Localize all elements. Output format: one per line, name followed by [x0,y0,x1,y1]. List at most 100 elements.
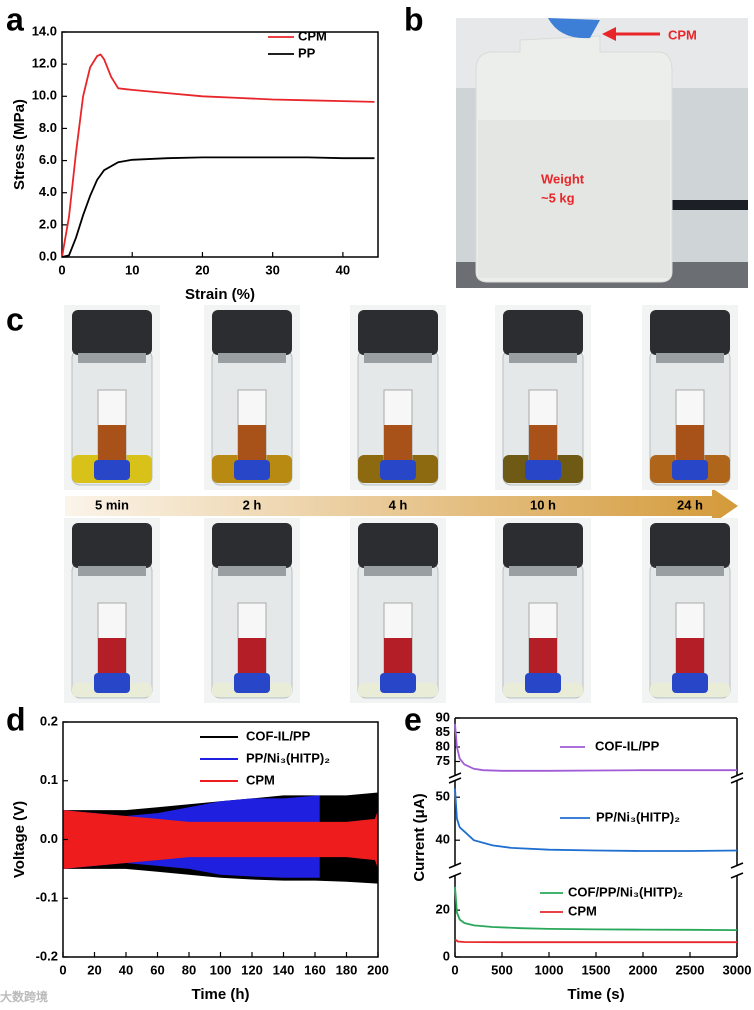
vial-cap [672,673,708,693]
legend-label: COF-IL/PP [595,738,660,753]
legend-label: PP [298,45,316,60]
voltage-band [63,810,378,869]
y-tick-label: 14.0 [32,23,57,38]
time-label: 5 min [95,497,129,512]
jar-cap [650,310,730,355]
legend-label: PP/Ni₃(HITP)₂ [246,750,330,765]
jar-cap [503,310,583,355]
y-tick-label: 8.0 [39,120,57,135]
y-tick-label: -0.1 [36,890,58,905]
jar-cap [212,310,292,355]
time-label: 10 h [530,497,556,512]
x-axis-label: Strain (%) [185,286,255,303]
y-tick-label: 6.0 [39,152,57,167]
vial-cap [525,673,561,693]
vial-cap [525,460,561,480]
vial-liquid [676,638,704,673]
vial-liquid [98,638,126,673]
y-tick-label: 0.1 [40,772,58,787]
vial-liquid [98,425,126,460]
x-tick-label: 40 [336,262,350,277]
jar-cap [358,523,438,568]
axis-break [448,777,462,784]
watermark: 大数跨境 [0,989,48,1004]
panel-label: b [404,1,424,37]
panel-label: c [6,301,24,337]
x-tick-label: 160 [304,962,326,977]
panel-label: a [6,1,24,37]
jar-cap [72,310,152,355]
axis-break [448,772,462,779]
y-axis-label: Stress (MPa) [11,99,28,190]
y-tick-label: 50 [436,789,450,804]
vial-cap [94,460,130,480]
plot-frame [61,31,379,258]
y-tick-label: 90 [436,709,450,724]
weight-label: ~5 kg [541,190,575,205]
jar-neck [656,353,724,363]
series-line [454,886,738,931]
y-tick-label: 12.0 [32,56,57,71]
y-tick-label: 0.0 [39,248,57,263]
x-tick-label: 0 [451,962,458,977]
x-axis-label: Time (s) [567,986,624,1003]
x-tick-label: 500 [491,962,513,977]
x-tick-label: 10 [125,262,139,277]
arrow-label: CPM [668,27,697,42]
y-tick-label: 0.2 [40,713,58,728]
jar-neck [218,353,286,363]
panel-label: d [6,701,26,737]
x-tick-label: 80 [182,962,196,977]
time-arrow [65,488,738,524]
y-tick-label: 10.0 [32,88,57,103]
x-tick-label: 2000 [629,962,658,977]
x-tick-label: 1000 [535,962,564,977]
axis-break [730,777,744,784]
y-axis-label: Current (μA) [411,793,428,881]
x-tick-label: 0 [59,962,66,977]
vial-cap [234,460,270,480]
jar-cap [503,523,583,568]
series-line [454,723,737,772]
x-axis-label: Time (h) [191,986,249,1003]
x-tick-label: 0 [58,262,65,277]
x-tick-label: 1500 [582,962,611,977]
vial-cap [94,673,130,693]
time-label: 2 h [243,497,262,512]
time-label: 4 h [389,497,408,512]
x-tick-label: 2500 [676,962,705,977]
series-line [61,53,375,258]
axis-break [448,862,462,869]
x-tick-label: 120 [241,962,263,977]
jar-neck [509,566,577,576]
vial-cap [234,673,270,693]
vial-liquid [238,425,266,460]
y-tick-label: 85 [436,724,450,739]
x-tick-label: 100 [210,962,232,977]
vial-liquid [529,425,557,460]
x-tick-label: 20 [195,262,209,277]
axis-break [730,872,744,879]
panel-label: e [404,701,422,737]
legend-label: CPM [246,772,275,787]
legend-label: COF/PP/Ni₃(HITP)₂ [568,884,683,899]
legend-label: CPM [298,28,327,43]
series-line [454,938,737,944]
x-tick-label: 180 [336,962,358,977]
y-tick-label: 0 [443,948,450,963]
jar-neck [218,566,286,576]
axis-break [448,872,462,879]
series-line [61,156,375,258]
axis-break [730,862,744,869]
series-line [454,788,738,852]
y-axis-label: Voltage (V) [11,801,28,878]
jar-neck [509,353,577,363]
photo-b [456,18,748,288]
legend-label: PP/Ni₃(HITP)₂ [596,809,680,824]
vial-cap [380,460,416,480]
vial-liquid [384,638,412,673]
photo-c [64,305,738,703]
jar-cap [650,523,730,568]
time-label: 24 h [677,497,703,512]
vial-liquid [529,638,557,673]
